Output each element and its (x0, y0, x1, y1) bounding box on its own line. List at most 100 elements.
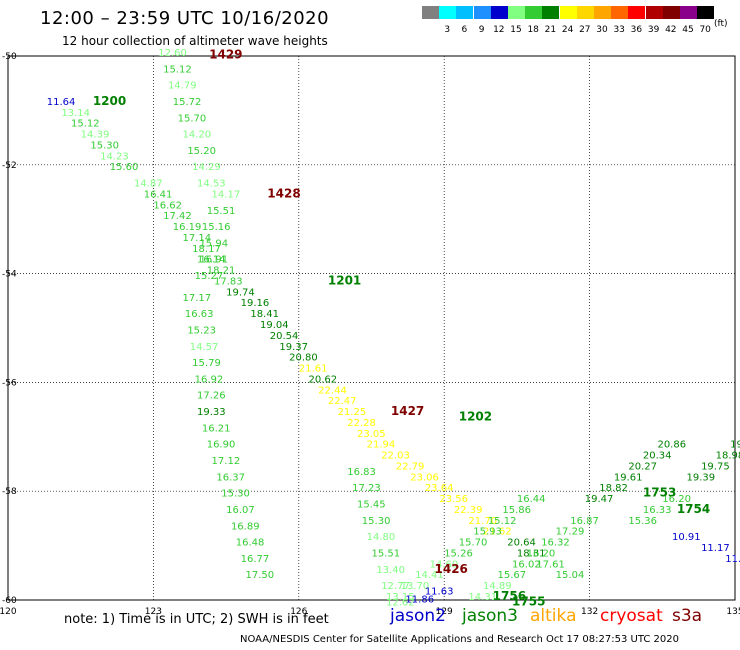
wave-height-value: 16.48 (236, 538, 265, 549)
wave-height-value: 19.39 (687, 472, 716, 483)
legend-label: 70 (699, 25, 711, 35)
wave-height-value: 13.40 (376, 565, 405, 576)
pass-time-label: 1426 (435, 562, 468, 576)
pass-time-label: 1754 (677, 502, 710, 516)
legend-label: 18 (527, 25, 539, 35)
wave-height-value: 16.77 (241, 554, 270, 565)
wave-height-value: 15.16 (202, 222, 231, 233)
satellite-jason3: jason3 (462, 606, 518, 626)
wave-height-value: 21.94 (367, 440, 396, 451)
wave-height-value: 22.47 (328, 396, 357, 407)
wave-height-value: 19.04 (260, 320, 289, 331)
legend-swatch (611, 6, 629, 19)
legend-label: 15 (510, 25, 522, 35)
legend-unit: (ft) (714, 19, 728, 29)
wave-height-value: 19.47 (585, 494, 614, 505)
wave-height-value: 15.67 (498, 570, 527, 581)
legend-swatch (422, 6, 439, 19)
wave-height-value: 23.05 (357, 429, 386, 440)
wave-height-value: 16.87 (570, 516, 599, 527)
legend-label: 6 (461, 25, 468, 35)
wave-height-value: 12.60 (158, 48, 187, 59)
wave-height-value: 16.90 (207, 440, 236, 451)
lat-tick-label: -50 (2, 52, 17, 62)
wave-height-value: 16.33 (643, 505, 672, 516)
wave-height-value: 16.62 (153, 200, 182, 211)
legend-swatch (525, 6, 543, 19)
wave-height-value: 11.63 (425, 587, 454, 598)
wave-height-value: 16.63 (185, 309, 214, 320)
wave-height-value: 15.60 (110, 162, 139, 173)
wave-height-value: 21.25 (338, 407, 367, 418)
wave-height-value: 19.16 (241, 298, 270, 309)
wave-height-value: 18.82 (599, 483, 628, 494)
wave-height-value: 11.17 (701, 543, 730, 554)
wave-height-value: 15.36 (628, 516, 657, 527)
wave-height-value: 19.21 (730, 440, 740, 451)
wave-height-value: 16.32 (541, 538, 570, 549)
map-frame (7, 55, 736, 601)
wave-height-value: 16.21 (202, 423, 231, 434)
wave-height-value: 23.64 (425, 483, 454, 494)
wave-height-value: 15.79 (192, 358, 221, 369)
wave-height-value: 15.70 (459, 538, 488, 549)
wave-height-value: 13.70 (401, 581, 430, 592)
legend-label: 36 (630, 25, 643, 35)
wave-height-value: 15.27 (195, 271, 224, 282)
wave-height-value: 16.41 (144, 189, 173, 200)
legend-swatch (542, 6, 560, 19)
wave-height-value: 17.26 (197, 391, 226, 402)
wave-height-value: 18.98 (716, 451, 740, 462)
wave-height-value: 22.28 (347, 418, 376, 429)
wave-height-value: 15.86 (502, 505, 531, 516)
wave-height-value: 15.70 (178, 113, 207, 124)
legend-swatch (662, 6, 680, 19)
footnote: note: 1) Time is in UTC; 2) SWH is in fe… (64, 612, 329, 627)
wave-height-value: 16.83 (347, 467, 376, 478)
wave-height-value: 15.51 (372, 548, 401, 559)
wave-height-value: 17.29 (556, 527, 585, 538)
wave-height-value: 14.87 (134, 179, 163, 190)
wave-height-value: 22.79 (396, 461, 425, 472)
wave-height-value: 17.61 (536, 559, 565, 570)
pass-time-label: 1201 (328, 273, 361, 287)
lon-tick-label: 129 (436, 607, 453, 617)
wave-height-value: 23.56 (439, 494, 468, 505)
lat-tick-label: -60 (2, 596, 17, 606)
lon-tick-label: 126 (290, 607, 307, 617)
wave-height-value: 11.32 (725, 554, 740, 565)
satellite-jason2: jason2 (390, 606, 446, 626)
wave-height-value: 20.62 (308, 374, 337, 385)
wave-height-value: 11.64 (47, 97, 76, 108)
wave-height-value: 16.07 (226, 505, 255, 516)
wave-height-value: 20.34 (643, 451, 672, 462)
wave-height-value: 14.17 (212, 189, 241, 200)
legend-swatch (680, 6, 697, 19)
wave-height-value: 15.45 (357, 500, 386, 511)
wave-height-value: 17.83 (214, 276, 243, 287)
wave-height-value: 18.31 (517, 548, 546, 559)
wave-height-value: 13.14 (61, 108, 90, 119)
legend-swatch (645, 6, 663, 19)
legend-label: 21 (544, 25, 557, 35)
credits-footer: NOAA/NESDIS Center for Satellite Applica… (240, 634, 679, 645)
wave-height-value: 15.30 (221, 489, 250, 500)
wave-height-value: 15.12 (71, 119, 100, 130)
legend-label: 12 (493, 25, 505, 35)
wave-height-value: 12.62 (386, 597, 415, 608)
satellite-cryosat: cryosat (600, 606, 663, 626)
wave-height-value: 20.27 (628, 461, 657, 472)
wave-height-value: 14.39 (81, 130, 110, 141)
wave-height-value: 20.86 (657, 440, 686, 451)
pass-time-label: 1755 (512, 594, 545, 608)
wave-height-value: 15.94 (199, 238, 228, 249)
map-subtitle: 12 hour collection of altimeter wave hei… (62, 34, 328, 48)
legend-swatch (576, 6, 594, 19)
map-title: 12:00 – 23:59 UTC 10/16/2020 (40, 8, 330, 29)
wave-height-value: 14.41 (415, 570, 444, 581)
wave-height-value: 17.23 (352, 483, 381, 494)
lon-tick-label: 123 (145, 607, 162, 617)
lat-tick-label: -54 (2, 270, 17, 280)
lon-tick-label: 132 (581, 607, 598, 617)
wave-height-value: 17.12 (212, 456, 241, 467)
